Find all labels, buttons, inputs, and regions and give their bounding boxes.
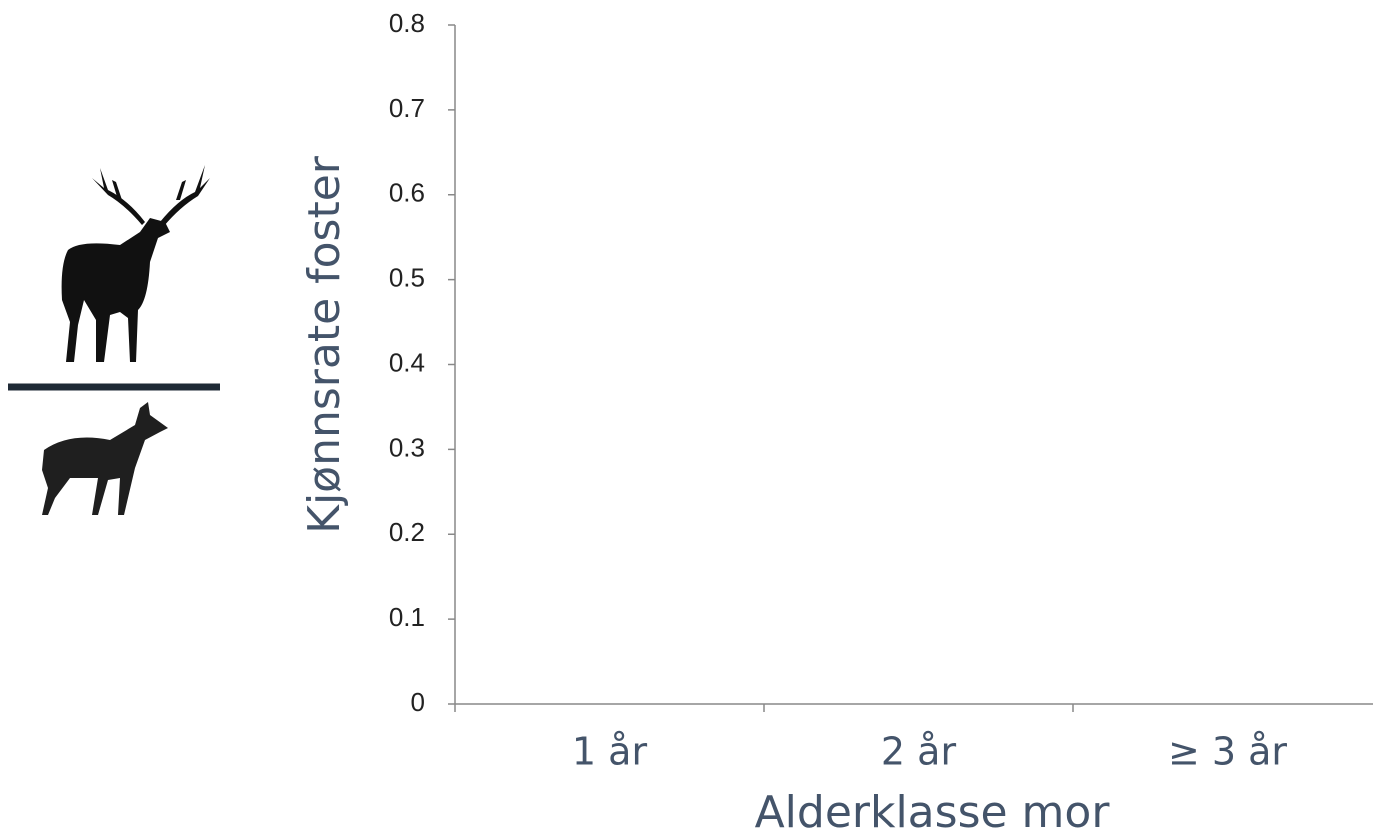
x-tick-label: 2 år (881, 730, 957, 774)
hind-icon (42, 402, 168, 515)
y-tick-label: 0.3 (389, 432, 425, 462)
x-axis-label: Alderklasse mor (755, 787, 1111, 838)
stag-icon (61, 165, 210, 362)
x-tick-label: 1 år (572, 730, 648, 774)
y-tick-label: 0.5 (389, 263, 425, 293)
y-tick-label: 0.6 (389, 178, 425, 208)
y-tick-label: 0.1 (389, 602, 425, 632)
x-tick-label: ≥ 3 år (1168, 730, 1287, 774)
y-tick-label: 0.2 (389, 517, 425, 547)
y-tick-label: 0.4 (389, 347, 425, 377)
y-tick-label: 0.7 (389, 93, 425, 123)
y-axis-label: Kjønnsrate foster (299, 155, 350, 534)
y-tick-label: 0.8 (389, 8, 425, 38)
y-tick-label: 0 (411, 687, 425, 717)
